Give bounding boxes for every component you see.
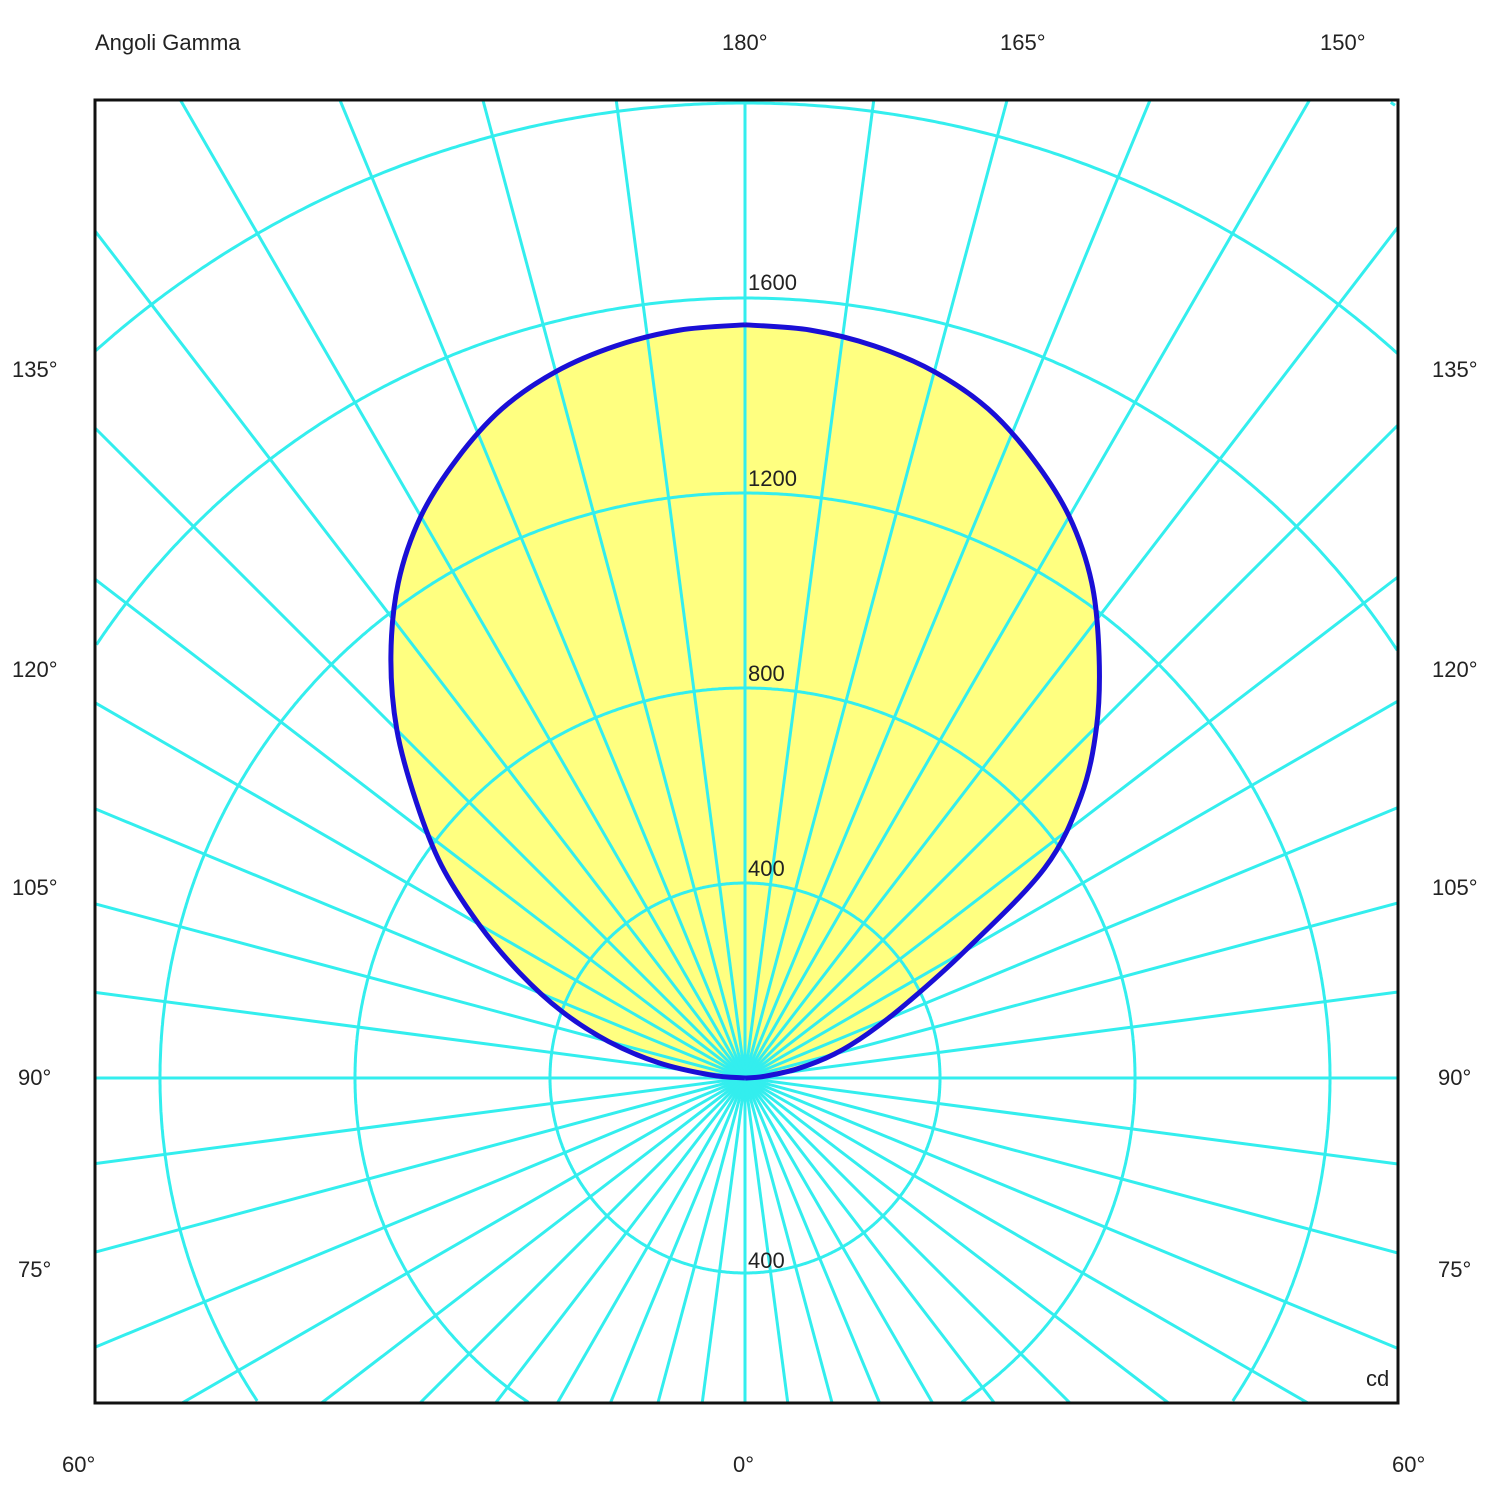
grid-radial-line [743,1077,996,1404]
grid-radial-line [94,1076,746,1254]
radial-tick-1200: 1200 [748,466,797,491]
radial-tick-1600: 1600 [748,270,797,295]
grid-radial-line [179,99,747,1079]
curve-layer [388,322,1102,1081]
grid-radial-line [744,1076,1309,1405]
grid-radial-line [94,1076,746,1166]
intensity-curve-right [744,322,1102,1081]
grid-ring-2000 [94,101,1399,355]
grid-radial-line [743,1077,934,1404]
grid-radial-line [94,990,746,1080]
grid-radial-line [743,1077,834,1404]
angle-label-right-105: 105° [1432,875,1478,900]
grid-radial-line [338,99,747,1079]
angle-label-left-75: 75° [18,1257,51,1282]
unit-label: cd [1366,1366,1389,1391]
angle-label-bottom-60-right: 60° [1392,1452,1425,1477]
grid-radial-line [744,901,1399,1080]
angle-label-left-90: 90° [18,1065,51,1090]
grid-radial-line [744,806,1399,1080]
grid-radial-line [614,99,747,1079]
grid-radial-line [743,1077,790,1404]
grid-radial-line [320,1076,746,1405]
grid-radial-line [743,99,1311,1079]
grid-ring-800 [353,686,1137,1404]
grid-ring-1200 [158,491,1332,1402]
radial-tick-400-lower: 400 [748,1248,785,1273]
grid-radial-line [93,229,747,1079]
angle-label-bottom-60-left: 60° [62,1452,95,1477]
grid-radial-line [744,1076,1399,1350]
grid-ring-2400 [1389,101,1396,107]
grid-radial-line [94,1076,746,1349]
grid-radial-line [93,426,747,1080]
grid-radial-line [418,1076,747,1405]
grid-radial-line [743,423,1400,1080]
grid-radial-line [743,1077,881,1404]
grid-radial-line [744,1076,1399,1255]
grid-radial-line [743,226,1400,1079]
grid-radial-line [494,1077,747,1404]
grid-radial-line [744,1076,1170,1405]
grid-radial-line [94,701,746,1080]
radial-tick-800: 800 [748,661,785,686]
grid-radial-line [743,99,1009,1079]
angle-label-top-165: 165° [1000,30,1046,55]
angle-label-top-180: 180° [722,30,768,55]
plot-frame [93,98,1400,1405]
angle-label-right-90: 90° [1438,1065,1471,1090]
grid-radial-line [743,1076,1072,1405]
grid-radial-line [181,1076,746,1405]
grid-radial-line [744,575,1399,1080]
angle-label-left-135: 135° [12,357,58,382]
angle-label-top-150: 150° [1320,30,1366,55]
angle-label-left-105: 105° [12,875,58,900]
radial-tick-400: 400 [748,856,785,881]
angle-label-right-75: 75° [1438,1257,1471,1282]
grid-radial-line [744,1076,1399,1166]
grid-radial-line [744,699,1399,1080]
grid-radial-line [743,99,1152,1079]
grid-radial-line [743,99,876,1079]
angle-label-left-120: 120° [12,657,58,682]
grid-radial-line [94,578,746,1080]
angle-label-bottom-0: 0° [733,1452,754,1477]
polar-grid [93,99,1400,1405]
chart-title: Angoli Gamma [95,30,241,55]
grid-radial-line [656,1077,747,1404]
grid-radial-line [556,1077,747,1404]
grid-radial-line [700,1077,747,1404]
grid-radial-line [744,990,1399,1080]
grid-radial-line [94,902,746,1080]
angle-label-right-120: 120° [1432,657,1478,682]
grid-radial-line [481,99,747,1079]
grid-radial-line [94,807,746,1080]
grid-radial-line [609,1077,747,1404]
angle-label-right-135: 135° [1432,357,1478,382]
intensity-curve-left [388,322,746,1081]
